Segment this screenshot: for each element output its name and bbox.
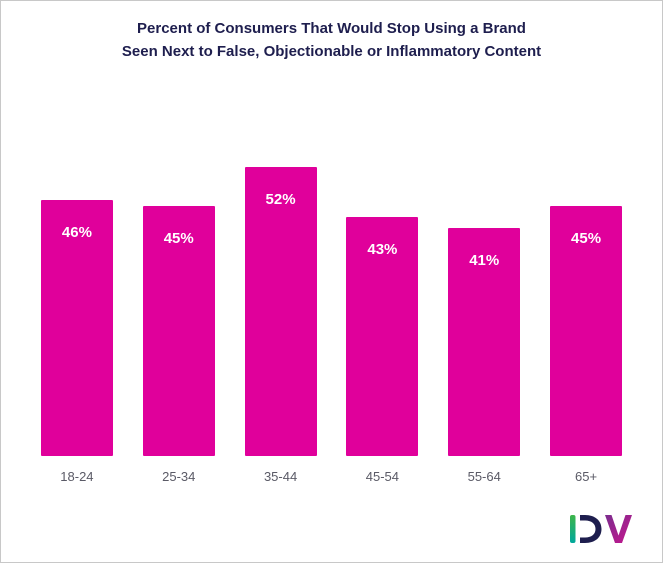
bar-column: 46% (26, 161, 128, 456)
x-axis-label-18-24: 18-24 (60, 469, 94, 484)
bar-chart-plot-area: 46% 45% 52% 43% 41% 45% (26, 161, 637, 456)
x-axis-label-65+: 65+ (575, 469, 598, 484)
bar-55-64: 41% (448, 227, 521, 456)
bar-column: 52% (230, 161, 332, 456)
bar-25-34: 45% (142, 205, 215, 456)
x-axis: 18-24 25-34 35-44 45-54 55-64 65+ (26, 469, 637, 484)
bar-column: 45% (535, 161, 637, 456)
bar-column: 41% (433, 161, 535, 456)
bar-value-label: 52% (265, 190, 296, 208)
dv-logo (570, 515, 632, 543)
bar-value-label: 43% (367, 240, 398, 258)
bar-value-label: 45% (163, 229, 194, 247)
x-axis-label-25-34: 25-34 (162, 469, 196, 484)
x-axis-label-35-44: 35-44 (263, 469, 298, 484)
bar-column: 43% (331, 161, 433, 456)
x-axis-label-45-54: 45-54 (365, 469, 400, 484)
chart-title-line2: Seen Next to False, Objectionable or Inf… (121, 43, 542, 61)
bar-65+: 45% (550, 205, 623, 456)
chart-title: Percent of Consumers That Would Stop Usi… (1, 17, 662, 64)
bar-value-label: 41% (469, 251, 500, 269)
bar-35-44: 52% (244, 166, 317, 456)
bar-column: 45% (128, 161, 230, 456)
bar-value-label: 46% (61, 223, 92, 241)
logo-d-bowl (580, 515, 602, 543)
chart-title-line1: Percent of Consumers That Would Stop Usi… (137, 20, 526, 37)
bar-45-54: 43% (346, 216, 419, 456)
logo-d-stem (570, 515, 576, 543)
x-axis-label-55-64: 55-64 (467, 469, 501, 484)
bar-value-label: 45% (571, 229, 602, 247)
logo-v (605, 515, 632, 543)
bar-18-24: 46% (40, 199, 113, 456)
